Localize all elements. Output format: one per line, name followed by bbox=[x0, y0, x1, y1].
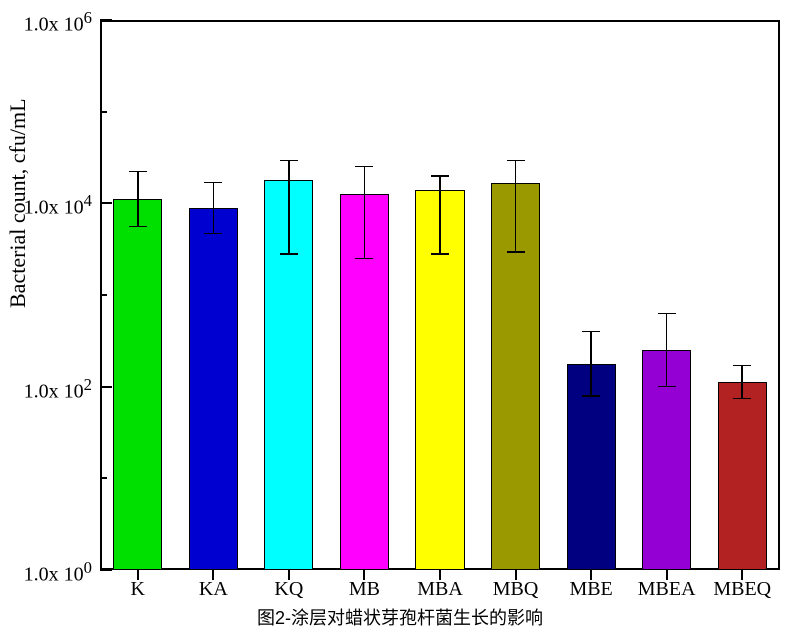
error-cap bbox=[733, 365, 751, 367]
error-bar bbox=[364, 167, 366, 259]
error-cap bbox=[204, 182, 222, 184]
y-tick-major bbox=[100, 386, 112, 388]
error-cap bbox=[507, 251, 525, 253]
y-tick-major bbox=[100, 569, 112, 571]
error-bar bbox=[439, 176, 441, 254]
x-tick-label: MBEA bbox=[638, 578, 696, 601]
y-tick-label: 1.0x 104 bbox=[24, 191, 92, 220]
error-cap bbox=[507, 160, 525, 162]
error-bar bbox=[213, 182, 215, 233]
error-bar bbox=[590, 332, 592, 396]
x-tick-label: K bbox=[131, 578, 145, 601]
error-cap bbox=[355, 258, 373, 260]
error-cap bbox=[204, 233, 222, 235]
error-cap bbox=[431, 253, 449, 255]
error-bar bbox=[137, 171, 139, 226]
y-tick-major bbox=[100, 202, 112, 204]
y-axis-label: Bacterial count, cfu/mL bbox=[5, 98, 31, 308]
chart-container: 1.0x 100 1.0x 102 1.0x 104 1.0x 106 K KA KQ MB… bbox=[0, 0, 800, 632]
x-tick-label: KQ bbox=[274, 578, 303, 601]
x-tick-label: KA bbox=[199, 578, 228, 601]
x-tick-label: MBEQ bbox=[713, 578, 771, 601]
bar bbox=[189, 208, 238, 570]
error-cap bbox=[582, 331, 600, 333]
error-cap bbox=[280, 160, 298, 162]
y-tick-minor bbox=[100, 294, 107, 296]
y-tick-label: 1.0x 106 bbox=[24, 8, 92, 37]
error-cap bbox=[582, 395, 600, 397]
error-bar bbox=[515, 160, 517, 252]
y-tick-label: 1.0x 100 bbox=[24, 558, 92, 587]
error-cap bbox=[658, 313, 676, 315]
error-cap bbox=[129, 226, 147, 228]
y-tick-major bbox=[100, 19, 112, 21]
bar bbox=[718, 382, 767, 570]
error-cap bbox=[431, 175, 449, 177]
error-cap bbox=[355, 166, 373, 168]
y-tick-minor bbox=[100, 477, 107, 479]
chart-caption: 图2-涂层对蜡状芽孢杆菌生长的影响 bbox=[257, 604, 543, 630]
bar bbox=[113, 199, 162, 570]
error-bar bbox=[288, 160, 290, 254]
x-tick-label: MBQ bbox=[493, 578, 539, 601]
x-tick-label: MBA bbox=[417, 578, 463, 601]
error-cap bbox=[280, 253, 298, 255]
error-bar bbox=[741, 366, 743, 399]
error-cap bbox=[129, 171, 147, 173]
y-tick-minor bbox=[100, 111, 107, 113]
error-cap bbox=[658, 386, 676, 388]
error-cap bbox=[733, 398, 751, 400]
x-tick-label: MBE bbox=[569, 578, 612, 601]
y-tick-label: 1.0x 102 bbox=[24, 375, 92, 404]
x-tick-label: MB bbox=[349, 578, 380, 601]
error-bar bbox=[666, 313, 668, 386]
